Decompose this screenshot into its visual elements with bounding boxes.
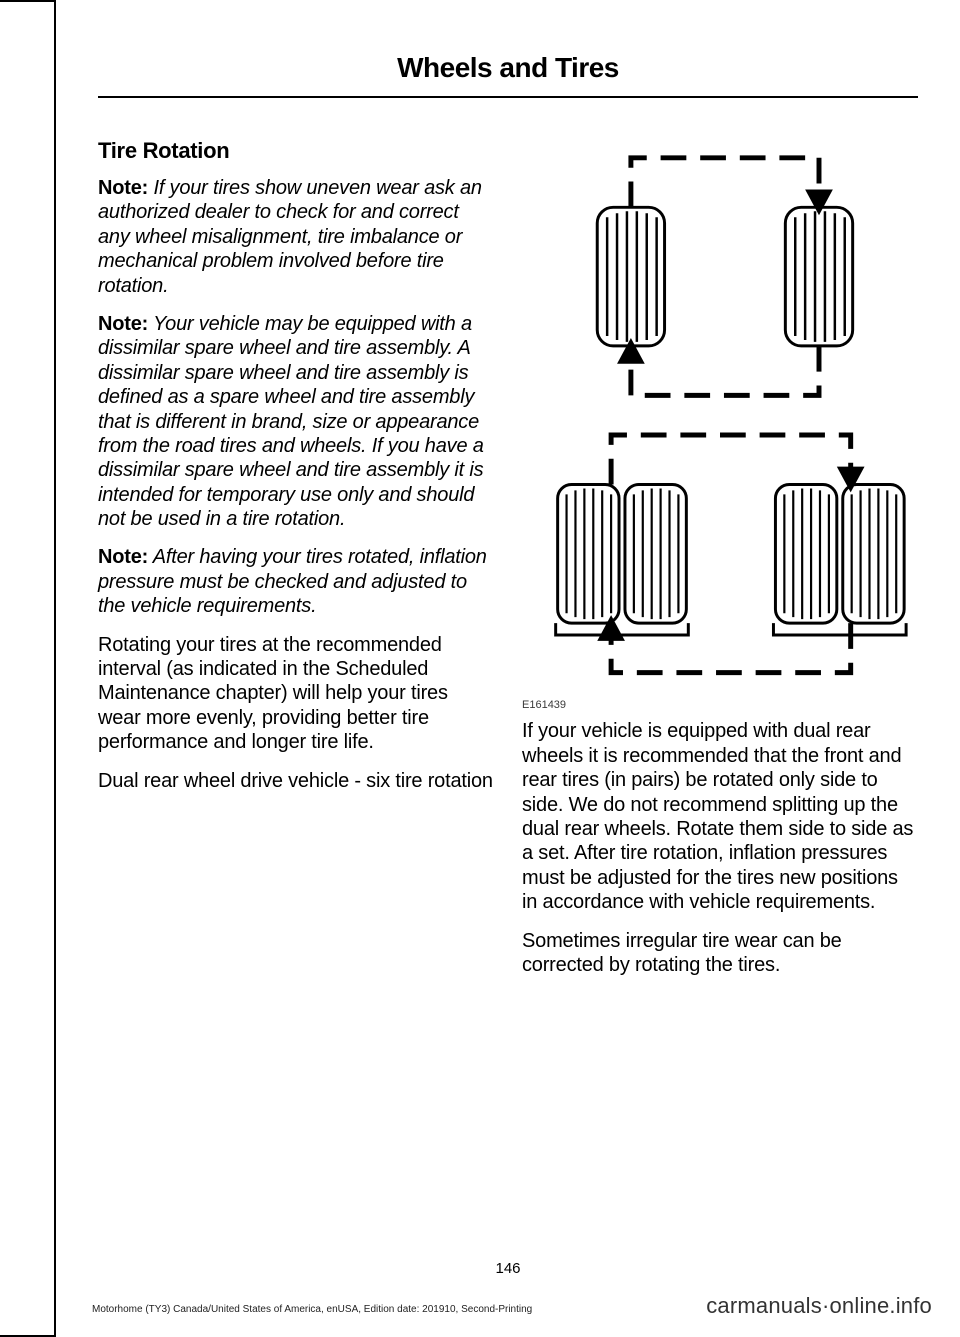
- left-column: Tire Rotation Note: If your tires show u…: [98, 138, 494, 991]
- note-body: If your tires show uneven wear ask an au…: [98, 177, 482, 297]
- note-body: Your vehicle may be equipped with a diss…: [98, 313, 484, 530]
- footer-brand-c: .info: [889, 1293, 932, 1318]
- right-column: E161439 If your vehicle is equipped with…: [522, 138, 918, 991]
- note-label: Note:: [98, 177, 148, 199]
- note-3: Note: After having your tires rotated, i…: [98, 545, 494, 618]
- content-area: Wheels and Tires Tire Rotation Note: If …: [56, 0, 960, 1337]
- columns: Tire Rotation Note: If your tires show u…: [98, 138, 918, 991]
- diagram-id: E161439: [522, 699, 918, 711]
- tire-rear-left-inner-icon: [625, 484, 686, 623]
- tire-front-right-icon: [785, 207, 852, 346]
- note-label: Note:: [98, 546, 148, 568]
- note-body: After having your tires rotated, inflati…: [98, 546, 487, 617]
- chapter-title: Wheels and Tires: [98, 52, 918, 98]
- footer-brand-a: carmanuals: [706, 1293, 822, 1318]
- section-heading: Tire Rotation: [98, 138, 494, 164]
- body-paragraph: Rotating your tires at the recommended i…: [98, 633, 494, 755]
- body-paragraph: If your vehicle is equipped with dual re…: [522, 719, 918, 914]
- tire-rear-left-outer-icon: [558, 484, 619, 623]
- tire-rotation-diagram: [522, 138, 918, 697]
- footer-right: carmanuals·online.info: [706, 1293, 932, 1319]
- tire-rear-right-inner-icon: [775, 484, 836, 623]
- note-label: Note:: [98, 313, 148, 335]
- note-1: Note: If your tires show uneven wear ask…: [98, 176, 494, 298]
- tire-rotation-svg: [522, 138, 918, 692]
- footer-left: Motorhome (TY3) Canada/United States of …: [92, 1304, 532, 1315]
- body-paragraph: Sometimes irregular tire wear can be cor…: [522, 929, 918, 978]
- page-frame: [0, 0, 56, 1337]
- tire-rear-right-outer-icon: [843, 484, 904, 623]
- note-2: Note: Your vehicle may be equipped with …: [98, 312, 494, 532]
- footer-brand-b: online: [829, 1293, 889, 1318]
- body-paragraph: Dual rear wheel drive vehicle - six tire…: [98, 769, 494, 793]
- page-number: 146: [56, 1260, 960, 1277]
- tire-front-left-icon: [597, 207, 664, 346]
